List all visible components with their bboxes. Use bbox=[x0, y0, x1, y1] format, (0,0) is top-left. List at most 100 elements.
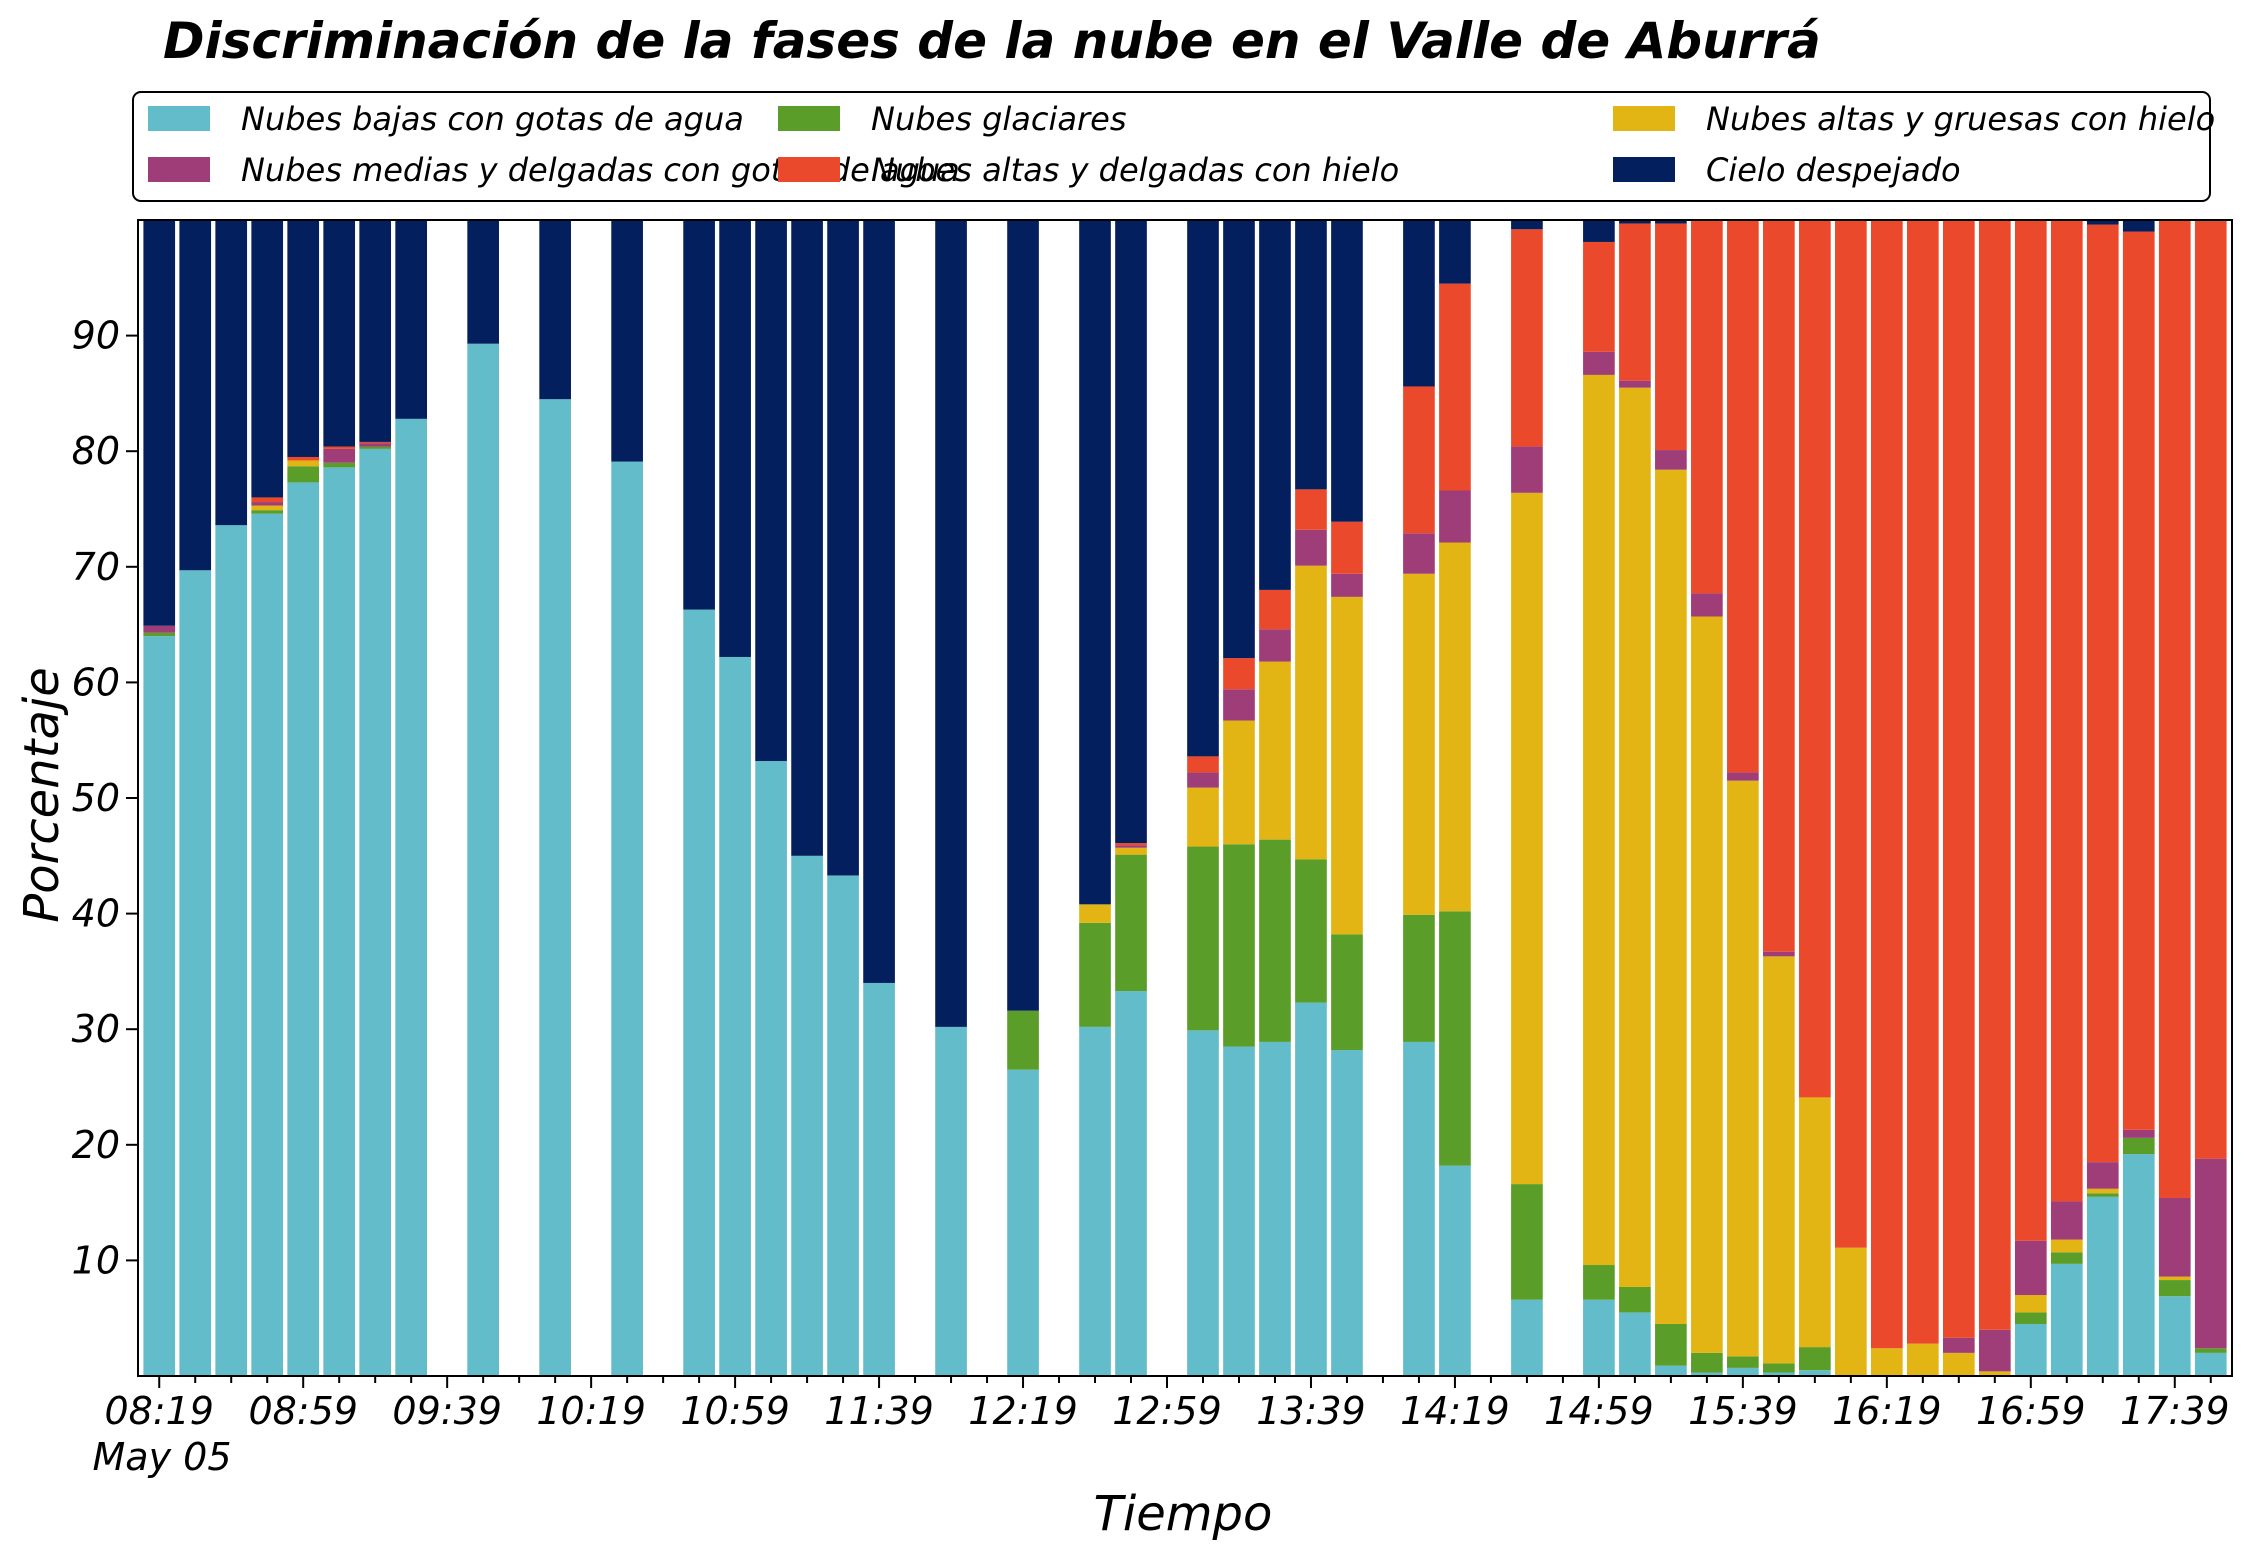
legend-swatch bbox=[148, 157, 210, 182]
bar-segment-1709-series-3 bbox=[2050, 1201, 2083, 1240]
bar-segment-1219-series-5 bbox=[1007, 220, 1039, 1011]
x-tick-label: 16:19 bbox=[1832, 1389, 1942, 1433]
bar-segment-1439-series-0 bbox=[1511, 1299, 1543, 1376]
legend-label: Nubes altas y gruesas con hielo bbox=[1706, 100, 2215, 138]
bar-segment-1329-series-4 bbox=[1259, 589, 1291, 630]
bar-segment-1309-series-5 bbox=[1187, 220, 1219, 757]
x-axis: 08:19 08:59 09:39 10:19 10:59 11:39 12:19 12:59… bbox=[104, 1376, 2230, 1433]
bar-segment-1749-series-4 bbox=[2194, 221, 2227, 1159]
bar-segment-1519-series-2 bbox=[1655, 469, 1687, 1324]
bar-segment-0849-series-4 bbox=[251, 497, 284, 503]
bar-segment-1309-series-1 bbox=[1187, 846, 1219, 1031]
bar-segment-1339-series-2 bbox=[1295, 565, 1327, 860]
bar-segment-1509-series-5 bbox=[1619, 220, 1651, 224]
x-tick-label: 10:19 bbox=[536, 1389, 646, 1433]
bar-segment-0859-series-5 bbox=[287, 220, 320, 457]
bar-segment-1709-series-4 bbox=[2050, 220, 2083, 1202]
bar-segment-1329-series-1 bbox=[1259, 839, 1291, 1042]
bar-segment-1559-series-0 bbox=[1799, 1370, 1831, 1376]
bar-segment-0819-series-5 bbox=[143, 220, 176, 626]
bar-segment-0859-series-0 bbox=[287, 482, 320, 1376]
bar-segment-1729-series-4 bbox=[2122, 231, 2155, 1130]
bar-segment-1159-series-0 bbox=[935, 1026, 967, 1376]
bar-segment-1719-series-1 bbox=[2086, 1193, 2119, 1197]
y-axis: 10 20 30 40 50 60 70 80 90 bbox=[72, 314, 138, 1282]
bar-segment-1509-series-3 bbox=[1619, 380, 1651, 388]
bar-segment-1629-series-2 bbox=[1906, 1343, 1939, 1376]
bar-segment-1509-series-0 bbox=[1619, 1312, 1651, 1376]
legend-label: Cielo despejado bbox=[1706, 151, 1961, 189]
bar-segment-1029-series-0 bbox=[611, 461, 643, 1377]
bar-segment-1249-series-1 bbox=[1115, 854, 1147, 992]
bar-segment-1749-series-3 bbox=[2194, 1158, 2227, 1349]
bar-segment-1329-series-0 bbox=[1259, 1041, 1291, 1376]
bar-segment-1239-series-2 bbox=[1079, 904, 1111, 923]
bar-segment-1719-series-3 bbox=[2086, 1162, 2119, 1189]
x-tick-label: 08:19 bbox=[104, 1389, 214, 1433]
bar-segment-0919-series-4 bbox=[359, 441, 392, 444]
x-tick-label: 10:59 bbox=[680, 1389, 790, 1433]
x-tick-label: 13:39 bbox=[1256, 1389, 1366, 1433]
bar-segment-1329-series-5 bbox=[1259, 220, 1291, 590]
bar-segment-1409-series-0 bbox=[1403, 1041, 1435, 1376]
y-tick-label: 50 bbox=[72, 776, 120, 820]
bar-segment-1519-series-3 bbox=[1655, 450, 1687, 470]
bar-segment-0909-series-0 bbox=[323, 467, 356, 1376]
bar-segment-1439-series-5 bbox=[1511, 220, 1543, 230]
bar-segment-1619-series-2 bbox=[1871, 1348, 1903, 1376]
y-tick-label: 30 bbox=[72, 1007, 120, 1051]
bar-segment-0839-series-5 bbox=[215, 220, 248, 526]
bars bbox=[143, 220, 2227, 1377]
bar-segment-1349-series-2 bbox=[1331, 596, 1363, 935]
bar-segment-1439-series-2 bbox=[1511, 492, 1543, 1185]
bar-segment-1329-series-3 bbox=[1259, 629, 1291, 662]
bar-segment-1539-series-0 bbox=[1727, 1367, 1759, 1376]
bar-segment-1639-series-4 bbox=[1942, 220, 1975, 1338]
bar-segment-1749-series-0 bbox=[2194, 1352, 2227, 1376]
bar-segment-1339-series-1 bbox=[1295, 859, 1327, 1003]
y-axis-label: Porcentaje bbox=[14, 667, 70, 923]
bar-segment-1439-series-1 bbox=[1511, 1184, 1543, 1300]
bar-segment-1309-series-3 bbox=[1187, 772, 1219, 788]
bar-segment-1529-series-4 bbox=[1691, 220, 1723, 594]
bar-segment-1329-series-2 bbox=[1259, 661, 1291, 840]
bar-segment-1109-series-5 bbox=[755, 220, 787, 762]
bar-segment-1349-series-3 bbox=[1331, 573, 1363, 597]
legend-label: Nubes glaciares bbox=[871, 100, 1126, 138]
bar-segment-1309-series-2 bbox=[1187, 787, 1219, 847]
bar-segment-1619-series-4 bbox=[1871, 220, 1903, 1349]
bar-segment-1649-series-3 bbox=[1978, 1329, 2011, 1372]
bar-segment-0929-series-5 bbox=[395, 220, 428, 419]
bar-segment-1349-series-5 bbox=[1331, 220, 1363, 522]
bar-segment-1239-series-5 bbox=[1079, 220, 1111, 905]
legend-label: Nubes altas y delgadas con hielo bbox=[871, 151, 1399, 189]
y-tick-label: 70 bbox=[72, 545, 120, 589]
bar-segment-1249-series-5 bbox=[1115, 220, 1147, 844]
bar-segment-1249-series-2 bbox=[1115, 847, 1147, 855]
bar-segment-1459-series-5 bbox=[1583, 220, 1615, 242]
bar-segment-1459-series-2 bbox=[1583, 374, 1615, 1266]
bar-segment-0829-series-0 bbox=[179, 570, 212, 1376]
bar-segment-1419-series-1 bbox=[1439, 911, 1471, 1166]
bar-segment-1639-series-2 bbox=[1942, 1352, 1975, 1376]
bar-segment-1509-series-4 bbox=[1619, 223, 1651, 381]
bar-segment-1709-series-2 bbox=[2050, 1239, 2083, 1253]
bar-segment-0829-series-5 bbox=[179, 220, 212, 571]
bar-segment-1319-series-0 bbox=[1223, 1046, 1255, 1376]
bar-segment-1249-series-0 bbox=[1115, 991, 1147, 1376]
x-tick-label: 11:39 bbox=[824, 1389, 934, 1433]
bar-segment-0849-series-0 bbox=[251, 513, 284, 1376]
bar-segment-0949-series-5 bbox=[467, 220, 499, 344]
bar-segment-1529-series-0 bbox=[1691, 1372, 1723, 1376]
bar-segment-1629-series-4 bbox=[1906, 220, 1939, 1344]
bar-segment-1729-series-0 bbox=[2122, 1154, 2155, 1376]
bar-segment-1059-series-5 bbox=[719, 220, 751, 657]
bar-segment-1539-series-1 bbox=[1727, 1356, 1759, 1368]
bar-segment-0819-series-0 bbox=[143, 636, 176, 1376]
bar-segment-1529-series-3 bbox=[1691, 593, 1723, 617]
bar-segment-0849-series-3 bbox=[251, 502, 284, 506]
bar-segment-0859-series-4 bbox=[287, 456, 320, 461]
bar-segment-1409-series-4 bbox=[1403, 386, 1435, 534]
bar-segment-1339-series-5 bbox=[1295, 220, 1327, 490]
